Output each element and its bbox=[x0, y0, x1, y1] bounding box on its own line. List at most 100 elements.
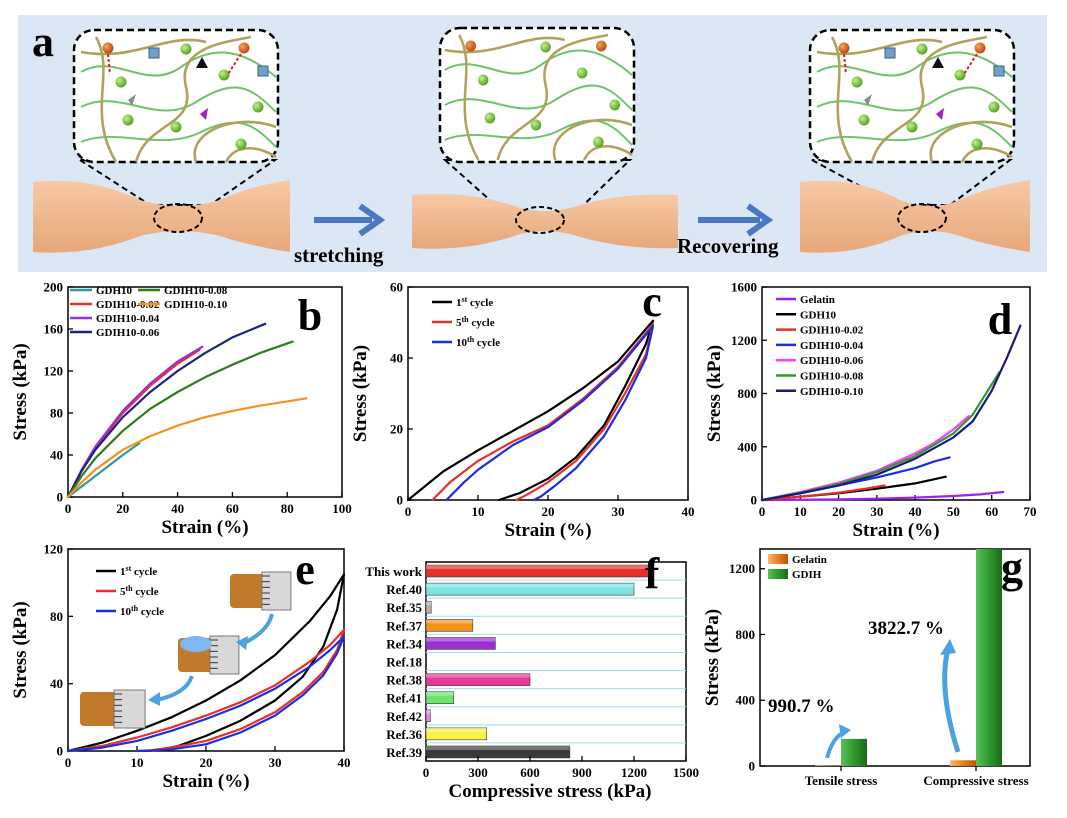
y-tick-label: 20 bbox=[390, 422, 403, 437]
series-line bbox=[445, 324, 655, 502]
annotation-compressive: 3822.7 % bbox=[868, 618, 944, 639]
x-tick-label: 10 bbox=[794, 504, 807, 519]
category-label: Compressive stress bbox=[923, 773, 1028, 788]
panel-letter: g bbox=[1001, 543, 1023, 592]
bar bbox=[815, 765, 841, 766]
legend-label: GDIH10-0.02 bbox=[800, 325, 864, 337]
legend-label: GDH10 bbox=[96, 285, 133, 297]
panel-letter: b bbox=[298, 291, 322, 340]
category-label: Ref.41 bbox=[386, 691, 422, 706]
legend-label: Gelatin bbox=[800, 294, 835, 306]
y-axis-label: Stress (kPa) bbox=[10, 601, 31, 698]
y-tick-label: 120 bbox=[44, 364, 64, 379]
x-tick-label: 10 bbox=[472, 504, 485, 519]
x-axis-label: Strain (%) bbox=[162, 771, 249, 792]
y-tick-label: 1200 bbox=[729, 561, 755, 576]
x-tick-label: 1500 bbox=[673, 765, 699, 780]
legend-label: GDIH10-0.08 bbox=[800, 371, 864, 383]
bar bbox=[425, 582, 635, 596]
x-tick-label: 0 bbox=[65, 501, 72, 516]
category-label: Tensile stress bbox=[805, 773, 878, 788]
series-line bbox=[66, 628, 346, 753]
bar bbox=[425, 691, 455, 704]
x-tick-label: 50 bbox=[947, 504, 960, 519]
plot-frame bbox=[759, 548, 1031, 767]
legend-label: 1st cycle bbox=[456, 295, 493, 310]
y-tick-label: 800 bbox=[736, 627, 756, 642]
ruler-photo bbox=[261, 571, 292, 611]
y-tick-label: 1600 bbox=[731, 280, 757, 295]
y-tick-label: 800 bbox=[738, 386, 758, 401]
bar-highlight bbox=[426, 709, 431, 714]
arrow-recovering bbox=[698, 203, 774, 237]
legend-label: GDIH bbox=[792, 569, 822, 581]
y-tick-label: 400 bbox=[738, 439, 758, 454]
panel-letter: d bbox=[988, 295, 1012, 344]
legend-swatch bbox=[768, 554, 788, 564]
series-line bbox=[760, 490, 1005, 502]
x-tick-label: 600 bbox=[520, 765, 540, 780]
category-label: Ref.42 bbox=[386, 709, 422, 724]
category-label: Ref.18 bbox=[386, 655, 422, 670]
annotation-arrowhead bbox=[940, 639, 956, 655]
series-line bbox=[406, 319, 655, 502]
bar bbox=[425, 709, 431, 723]
inset-arrow bbox=[155, 675, 194, 702]
bar-highlight bbox=[426, 619, 473, 624]
category-label: Ref.39 bbox=[386, 745, 422, 760]
legend-label: 1st cycle bbox=[120, 564, 157, 579]
x-tick-label: 10 bbox=[131, 755, 144, 770]
series-line bbox=[760, 371, 1001, 502]
category-label: This work bbox=[365, 564, 422, 579]
x-axis-label: Strain (%) bbox=[852, 520, 939, 541]
x-tick-label: 40 bbox=[171, 501, 184, 516]
panel-letter: f bbox=[645, 549, 661, 598]
series-line bbox=[66, 442, 141, 499]
bar-highlight bbox=[426, 637, 496, 642]
legend-label: GDIH10-0.02 bbox=[96, 299, 160, 311]
bar-highlight bbox=[426, 691, 454, 696]
x-tick-label: 0 bbox=[759, 504, 766, 519]
y-tick-label: 400 bbox=[736, 693, 756, 708]
series-line bbox=[66, 397, 308, 499]
bar-highlight bbox=[426, 745, 570, 750]
chart-b: 0 20 40 60 80 100 0 40 80 120 160 200 Strain (%) Stre… bbox=[10, 280, 352, 539]
series-line bbox=[66, 322, 267, 499]
annotation-tensile: 990.7 % bbox=[768, 696, 835, 717]
y-tick-label: 80 bbox=[50, 406, 63, 421]
x-tick-label: 30 bbox=[269, 755, 282, 770]
panel-a-schematic: a stretching Recovering bbox=[18, 15, 1047, 272]
legend-label: 10th cycle bbox=[456, 335, 500, 350]
legend-label: 5th cycle bbox=[456, 315, 495, 330]
bar bbox=[950, 760, 976, 766]
y-tick-label: 80 bbox=[50, 609, 63, 624]
series-line bbox=[66, 573, 346, 753]
bar bbox=[841, 738, 867, 766]
x-tick-label: 40 bbox=[909, 504, 922, 519]
x-tick-label: 20 bbox=[832, 504, 845, 519]
x-tick-label: 20 bbox=[542, 504, 555, 519]
legend-swatch bbox=[768, 569, 788, 579]
x-tick-label: 70 bbox=[1024, 504, 1037, 519]
x-tick-label: 30 bbox=[612, 504, 625, 519]
y-tick-label: 40 bbox=[390, 351, 403, 366]
panel-letter: e bbox=[295, 545, 315, 594]
specimen-recovered bbox=[800, 180, 1030, 253]
annotation-arrowhead bbox=[839, 724, 851, 738]
y-tick-label: 40 bbox=[50, 448, 63, 463]
legend-label: GDIH10-0.04 bbox=[800, 340, 864, 352]
y-tick-label: 0 bbox=[57, 490, 64, 505]
x-tick-label: 80 bbox=[281, 501, 294, 516]
x-tick-label: 900 bbox=[572, 765, 592, 780]
series-line bbox=[760, 484, 886, 502]
chart-f: This work Ref.40 Ref.35 Ref.37 Ref.34 Ref.18 R… bbox=[365, 549, 699, 802]
x-tick-label: 40 bbox=[338, 755, 351, 770]
bar-highlight bbox=[426, 673, 530, 678]
chart-d: 0 10 20 30 40 50 60 70 0 400 800 1200 1600 Strain (%)… bbox=[704, 280, 1037, 542]
y-tick-label: 200 bbox=[44, 280, 64, 295]
bar-highlight bbox=[426, 565, 654, 570]
bar-highlight bbox=[426, 601, 432, 606]
x-tick-label: 300 bbox=[468, 765, 488, 780]
x-tick-label: 0 bbox=[423, 765, 430, 780]
bar bbox=[425, 673, 531, 686]
